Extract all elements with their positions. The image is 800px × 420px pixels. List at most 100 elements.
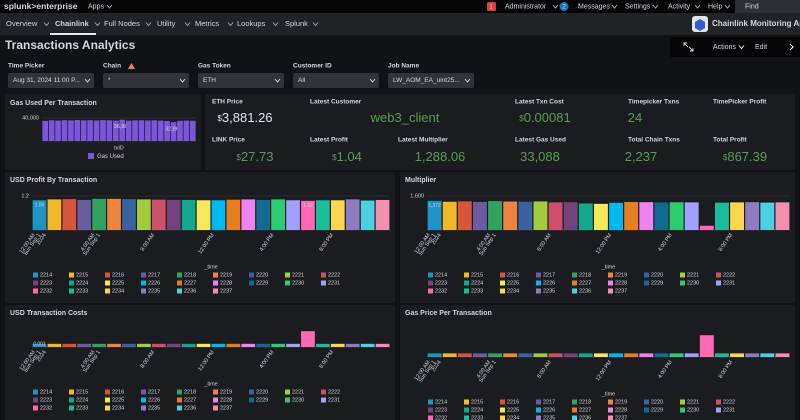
input-box[interactable]	[8, 73, 94, 88]
badge	[559, 2, 569, 11]
nav-item[interactable]: Metrics	[195, 19, 219, 28]
input-value[interactable]: Aug 31, 2024 11:00 P...	[13, 77, 80, 84]
legend-label: 2236	[579, 415, 591, 420]
legend-swatch	[716, 272, 721, 278]
caret	[724, 4, 731, 9]
menu[interactable]: Settings	[625, 3, 651, 10]
chevron	[789, 43, 794, 51]
find[interactable]: Find	[745, 3, 759, 10]
single-label: ETH Price	[212, 99, 243, 106]
legend-label: 2234	[507, 288, 519, 294]
nav-item[interactable]: Overview	[6, 19, 38, 28]
bar	[316, 200, 330, 230]
input-label: Chain	[103, 63, 121, 70]
legend-label: 2217	[543, 272, 555, 278]
bar	[151, 343, 166, 347]
logo[interactable]: splunk>enterprise	[4, 1, 78, 11]
legend-swatch	[680, 272, 685, 278]
panel-title: Gas Price Per Transaction	[405, 310, 492, 317]
bar	[316, 343, 330, 347]
legend-label: 2237	[220, 405, 232, 411]
bar	[87, 120, 93, 141]
nav-item[interactable]: Splunk	[285, 19, 308, 28]
warning-icon	[128, 63, 135, 69]
bar	[330, 343, 345, 347]
legend-label: 2223	[40, 397, 52, 403]
legend-swatch	[177, 288, 182, 294]
legend-swatch	[213, 389, 218, 395]
nav-item[interactable]: Utility	[157, 19, 176, 28]
bar	[61, 120, 68, 141]
menu[interactable]: Activity	[668, 3, 691, 10]
bar	[609, 353, 624, 357]
nav-item[interactable]: Full Nodes	[104, 19, 140, 28]
legend-label: 2232	[435, 288, 447, 294]
input-box[interactable]	[388, 73, 474, 88]
single-label: Latest Profit	[310, 137, 349, 144]
legend-swatch	[249, 272, 254, 278]
legend-label: 2222	[723, 399, 735, 405]
legend-swatch	[69, 389, 74, 395]
bar	[80, 120, 87, 141]
legend-label: 2235	[543, 415, 555, 420]
legend-swatch	[105, 389, 110, 395]
legend-swatch	[572, 280, 577, 286]
input-value[interactable]: All	[298, 77, 306, 84]
single-label: LINK Price	[212, 137, 245, 144]
legend-swatch	[33, 280, 38, 286]
legend-label: 2230	[687, 407, 699, 413]
bar	[77, 343, 92, 347]
legend-swatch	[177, 272, 182, 278]
legend-label: 2232	[40, 288, 52, 294]
bar	[286, 200, 300, 230]
input-box[interactable]	[198, 73, 284, 88]
legend-swatch	[321, 280, 326, 286]
menu[interactable]: Messages	[578, 3, 610, 10]
nav-item[interactable]: Lookups	[237, 19, 266, 28]
badge-count: 1	[489, 4, 493, 11]
bar	[241, 343, 256, 347]
bar	[533, 353, 548, 357]
bar	[122, 343, 136, 347]
caret	[274, 78, 281, 83]
input-value[interactable]: ETH	[203, 77, 216, 84]
input-box[interactable]	[103, 73, 189, 88]
menu[interactable]: Apps	[88, 3, 104, 10]
bar	[145, 120, 151, 141]
value-label: 32,860	[165, 127, 182, 133]
single-number: 867.39	[727, 149, 767, 164]
legend-swatch	[500, 272, 505, 278]
input-box[interactable]	[293, 73, 379, 88]
x-tick-label: 2024	[36, 350, 48, 363]
legend-swatch	[321, 397, 326, 403]
bar	[151, 120, 158, 141]
legend-swatch	[213, 397, 218, 403]
legend-swatch	[644, 280, 649, 286]
x-axis-title: _time	[203, 381, 217, 387]
input-value[interactable]: *	[108, 77, 111, 84]
single-value: $3,881.26	[217, 110, 272, 125]
bar	[669, 202, 684, 230]
input-value[interactable]: LW_AOM_EA_uint25...	[393, 77, 460, 84]
legend-swatch	[33, 389, 38, 395]
edit-button[interactable]: Edit	[755, 44, 767, 51]
actions-button[interactable]: Actions	[713, 44, 736, 51]
single-prefix: $	[332, 153, 337, 162]
menu[interactable]: Help	[708, 3, 723, 10]
legend-label: 2223	[435, 407, 447, 413]
legend-swatch	[680, 399, 685, 405]
legend-swatch	[608, 288, 613, 294]
caret	[552, 4, 559, 9]
bar	[256, 199, 271, 230]
legend-label: 2218	[184, 389, 196, 395]
legend-label: 2225	[112, 280, 124, 286]
single-value: $867.39	[723, 149, 767, 164]
single-value: 1,288.06	[415, 149, 466, 164]
menu[interactable]: Administrator	[505, 3, 547, 10]
legend-swatch	[249, 389, 254, 395]
legend-label: 2233	[76, 405, 88, 411]
nav-bar	[0, 13, 800, 35]
bar	[330, 200, 345, 230]
bar	[714, 353, 729, 357]
nav-item[interactable]: Chainlink	[55, 19, 90, 28]
